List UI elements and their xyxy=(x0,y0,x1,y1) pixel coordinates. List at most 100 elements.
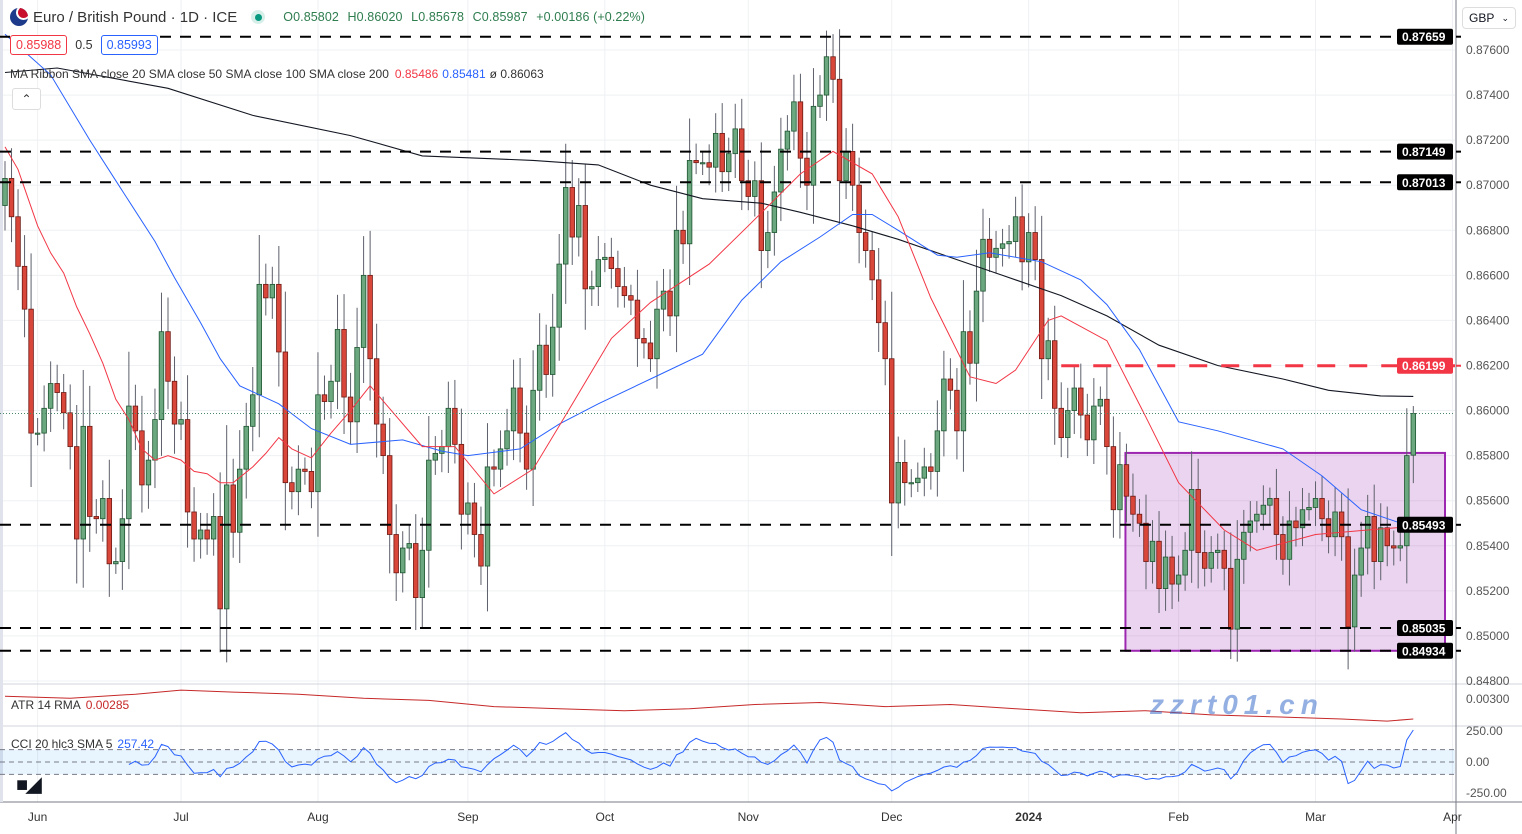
candle-body xyxy=(908,482,914,485)
sell-button[interactable]: 0.85988 xyxy=(10,35,68,55)
candle-body xyxy=(941,378,947,432)
candle-body xyxy=(87,425,93,517)
candle xyxy=(28,253,34,487)
candle xyxy=(139,395,145,513)
candle xyxy=(250,367,256,452)
candle xyxy=(543,324,549,398)
candle xyxy=(321,375,328,420)
candle xyxy=(797,73,804,188)
price-tick-label: 0.85600 xyxy=(1466,494,1510,508)
candle-body xyxy=(615,268,621,288)
candle-body xyxy=(1201,552,1208,569)
tradingview-logo[interactable]: ■◢ xyxy=(16,774,42,796)
currency-select[interactable]: GBP ⌄ xyxy=(1462,7,1516,29)
candle xyxy=(1149,520,1156,584)
price-tick-label: 0.87000 xyxy=(1466,178,1510,192)
candle-body xyxy=(1312,498,1319,508)
symbol-title[interactable]: Euro / British Pound · 1D · ICE xyxy=(33,8,238,26)
candle xyxy=(628,284,634,316)
candle xyxy=(823,30,830,121)
candle-body xyxy=(243,425,249,470)
candle xyxy=(999,228,1006,267)
candle-body xyxy=(197,529,204,540)
cci-legend[interactable]: CCI 20 hlc3 SMA 5 257.42 xyxy=(11,737,154,751)
candle-body xyxy=(210,516,217,540)
candle xyxy=(1143,494,1149,590)
open-value: O0.85802 xyxy=(283,10,339,24)
candle-body xyxy=(608,256,615,269)
candle-body xyxy=(1345,536,1351,628)
atr-legend[interactable]: ATR 14 RMA 0.00285 xyxy=(11,698,129,712)
candle xyxy=(536,313,543,421)
candle xyxy=(1364,494,1371,575)
candle xyxy=(256,234,262,438)
candle-body xyxy=(980,238,986,292)
candle-body xyxy=(530,389,536,470)
level-price-badge xyxy=(1397,174,1453,191)
candle xyxy=(1319,476,1325,542)
ma-ribbon-legend[interactable]: MA Ribbon SMA close 20 SMA close 50 SMA … xyxy=(10,67,544,81)
candle xyxy=(758,142,765,289)
candle xyxy=(1260,485,1267,531)
candle-body xyxy=(673,229,680,317)
candle xyxy=(302,457,308,485)
candle-body xyxy=(439,446,445,454)
candle xyxy=(732,103,738,178)
candle-body xyxy=(1241,531,1247,560)
candle-body xyxy=(1273,498,1280,535)
candle-body xyxy=(106,498,113,565)
candle-body xyxy=(1410,413,1417,456)
candle xyxy=(804,131,810,211)
candle xyxy=(360,236,367,384)
candle-body xyxy=(784,130,791,150)
candle xyxy=(1032,206,1038,281)
candle-body xyxy=(1078,387,1084,416)
candle xyxy=(1228,532,1234,660)
candle xyxy=(419,517,425,628)
price-tick-label: 0.86200 xyxy=(1466,358,1510,372)
candle xyxy=(1195,458,1201,589)
candle xyxy=(341,294,347,435)
candle-body xyxy=(347,396,354,423)
cci-line xyxy=(128,729,1414,792)
candle-body xyxy=(145,459,152,486)
candle xyxy=(602,242,608,273)
candle-body xyxy=(126,405,132,520)
candle xyxy=(386,418,393,574)
collapse-legend-button[interactable]: ⌃ xyxy=(12,88,41,110)
candle-body xyxy=(973,290,980,364)
candle-body xyxy=(171,380,178,425)
candle xyxy=(1110,416,1117,538)
candle-body xyxy=(465,502,471,515)
candle-body xyxy=(1358,547,1364,576)
candle-body xyxy=(1299,509,1306,529)
candle xyxy=(1384,506,1390,567)
candle xyxy=(184,375,191,548)
candle xyxy=(517,357,523,463)
candle xyxy=(458,408,465,550)
candle-body xyxy=(621,286,628,297)
candle-body xyxy=(712,132,719,168)
candle xyxy=(1286,491,1293,586)
candle-body xyxy=(699,162,706,165)
candle xyxy=(60,373,67,430)
candle xyxy=(1254,501,1260,533)
level-price-badge xyxy=(1397,28,1453,45)
level-price-badge xyxy=(1397,620,1453,637)
candle-body xyxy=(80,425,86,540)
candle xyxy=(34,418,41,446)
candle xyxy=(152,388,158,489)
price-tick-label: 0.86600 xyxy=(1466,268,1510,282)
candle-body xyxy=(1391,545,1397,549)
candle-body xyxy=(791,101,797,132)
candle-body xyxy=(1254,513,1260,522)
buy-button[interactable]: 0.85993 xyxy=(100,35,158,55)
high-value: H0.86020 xyxy=(347,10,403,24)
low-value: L0.85678 xyxy=(411,10,465,24)
candle xyxy=(237,430,243,564)
candle xyxy=(941,350,947,457)
candle-body xyxy=(576,205,582,238)
candle-body xyxy=(354,347,360,423)
candle xyxy=(810,68,817,224)
